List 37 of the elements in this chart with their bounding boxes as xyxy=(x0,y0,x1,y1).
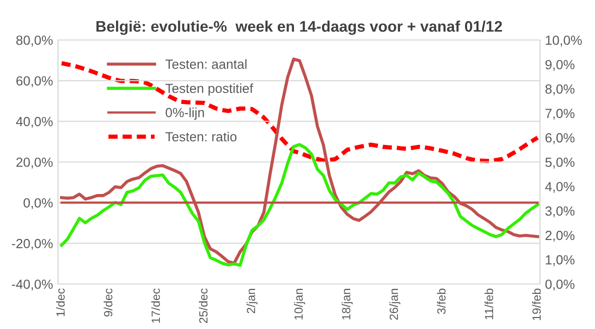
y2-tick-label: 0,0% xyxy=(545,280,574,290)
y-tick-label: -20,0% xyxy=(12,238,53,250)
x-tick-label: 2/jan xyxy=(246,288,258,314)
legend-label: Testen postitief xyxy=(165,83,254,96)
y2-tick-label: 10,0% xyxy=(546,36,582,46)
x-tick-label: 19/feb xyxy=(532,288,541,320)
y2-tick-label: 8,0% xyxy=(545,84,574,96)
y2-tick-label: 5,0% xyxy=(545,158,574,168)
y2-tick-label: 1,0% xyxy=(546,255,574,266)
legend-label: Testen: aantal xyxy=(165,59,246,69)
y-tick-label: 20,0% xyxy=(16,158,53,168)
x-tick-label: 18/jan xyxy=(342,288,353,320)
legend-label: 0%-lijn xyxy=(166,108,204,120)
y2-tick-label: 4,0% xyxy=(545,182,574,193)
line-series xyxy=(60,142,540,267)
y2-tick-label: 3,0% xyxy=(545,206,574,218)
chart-title: België: evolutie-% week en 14-daags voor + vanaf 01/12 xyxy=(96,20,502,35)
legend-label: Testen: ratio xyxy=(165,132,236,142)
y-tick-label: -40,0% xyxy=(12,280,53,290)
y2-tick-label: 6,0% xyxy=(546,133,574,144)
x-tick-label: 26/jan xyxy=(389,288,400,320)
y-tick-label: 0,0% xyxy=(24,198,53,210)
y2-tick-label: 7,0% xyxy=(546,108,574,120)
x-tick-label: 11/feb xyxy=(484,288,494,320)
x-tick-label: 25/dec xyxy=(198,288,208,324)
y2-tick-label: 9,0% xyxy=(545,60,574,71)
x-tick-label: 3/feb xyxy=(436,288,446,314)
line-series xyxy=(60,58,540,265)
y2-tick-label: 2,0% xyxy=(546,230,574,242)
x-tick-label: 10/jan xyxy=(294,288,306,320)
x-tick-label: 17/dec xyxy=(151,288,160,323)
y-tick-label: 40,0% xyxy=(16,116,53,128)
x-tick-label: 9/dec xyxy=(104,288,112,316)
y-tick-label: 60,0% xyxy=(16,76,53,88)
x-tick-label: 1/dec xyxy=(56,288,65,316)
y-tick-label: 80,0% xyxy=(16,36,53,46)
line-series xyxy=(59,61,540,164)
